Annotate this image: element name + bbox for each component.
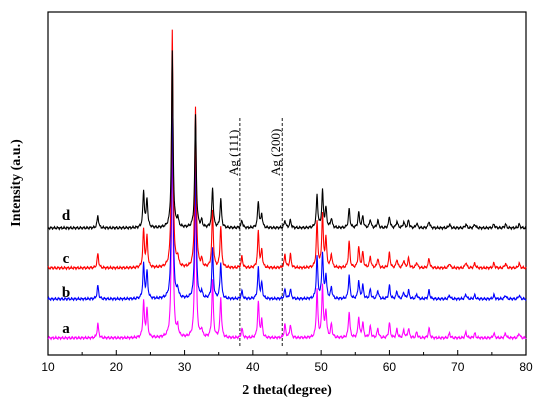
series-label-c: c — [63, 251, 70, 267]
series-d-line — [47, 50, 527, 231]
series-label-a: a — [62, 321, 70, 337]
y-axis-title: Intensity (a.u.) — [9, 139, 24, 227]
x-tick-label-50: 50 — [314, 360, 328, 374]
annotation-label-1: Ag (200) — [268, 129, 283, 176]
x-tick-label-80: 80 — [519, 360, 533, 374]
series-c-line — [47, 29, 527, 271]
annotations: Ag (111) Ag (200) — [226, 118, 283, 348]
series-group — [47, 29, 527, 341]
x-tick-label-10: 10 — [41, 360, 55, 374]
x-axis-ticks: 10 20 30 40 50 60 70 80 — [41, 350, 533, 374]
x-axis-title: 2 theta(degree) — [242, 383, 332, 398]
series-a-line — [47, 114, 527, 341]
plot-frame — [47, 11, 527, 356]
series-b-line — [47, 94, 527, 302]
series-label-b: b — [62, 285, 70, 301]
annotation-label-0: Ag (111) — [226, 130, 241, 176]
x-tick-label-30: 30 — [178, 360, 192, 374]
x-tick-label-40: 40 — [246, 360, 260, 374]
x-tick-label-60: 60 — [383, 360, 397, 374]
x-tick-label-20: 20 — [110, 360, 124, 374]
series-labels: a b c d — [62, 208, 71, 337]
series-label-d: d — [62, 208, 71, 224]
x-tick-label-70: 70 — [451, 360, 465, 374]
